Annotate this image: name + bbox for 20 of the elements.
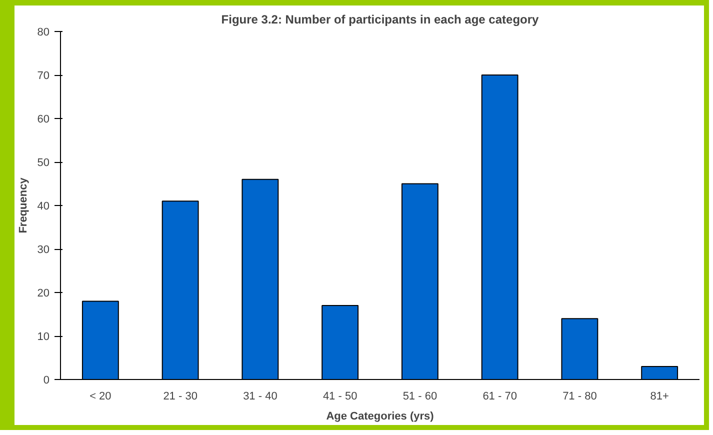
x-tick-label: 51 - 60	[402, 390, 438, 402]
y-axis-title: Frequency	[17, 176, 30, 234]
y-tick-label: 50	[37, 157, 50, 169]
x-tick-label: 21 - 30	[163, 390, 198, 402]
x-tick-label: 41 - 50	[322, 390, 358, 402]
y-tick-label: 10	[37, 331, 50, 343]
y-tick-label: 20	[37, 288, 50, 300]
x-axis-title: Age Categories (yrs)	[326, 410, 434, 422]
x-tick-label: 61 - 70	[482, 390, 517, 402]
x-tick-label: 81+	[650, 390, 669, 402]
y-tick-label: 40	[37, 200, 50, 212]
y-tick-label: 80	[37, 26, 50, 38]
x-tick-label: 31 - 40	[243, 390, 278, 402]
y-tick-label: 30	[37, 244, 50, 256]
chart-title: Figure 3.2: Number of participants in each age category	[221, 12, 540, 26]
y-tick-label: 70	[37, 70, 50, 82]
x-tick-label: 71 - 80	[562, 390, 597, 402]
y-tick-label: 0	[43, 374, 50, 386]
y-tick-label: 60	[37, 114, 50, 126]
x-tick-label: < 20	[90, 390, 112, 402]
